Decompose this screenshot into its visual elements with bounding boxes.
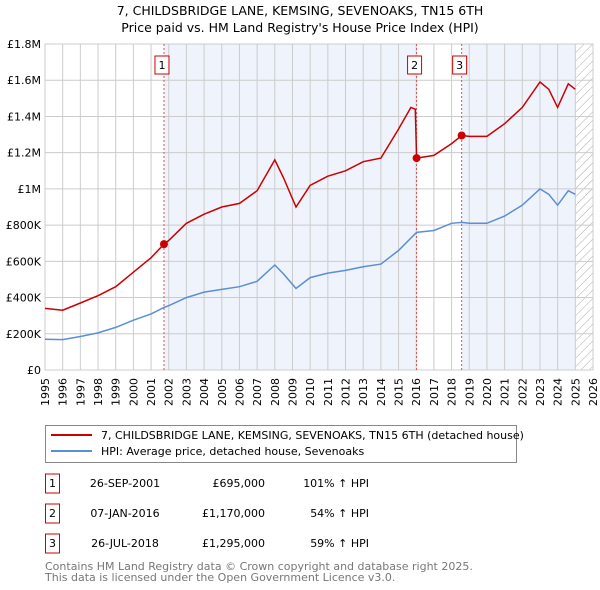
- x-tick-label: 2021: [499, 378, 512, 406]
- footer-line-2: This data is licensed under the Open Gov…: [44, 571, 395, 584]
- sale-date: 26-SEP-2001: [90, 477, 160, 490]
- x-tick-label: 2024: [552, 378, 565, 406]
- x-tick-label: 2007: [251, 378, 264, 406]
- sales-table: 1 26-SEP-2001 £695,000 101% ↑ HPI 2 07-JAN-20…: [45, 473, 369, 554]
- x-tick-label: 2001: [145, 378, 158, 406]
- forecast-hatch: [575, 44, 593, 370]
- x-tick-label: 2000: [127, 378, 140, 406]
- y-tick-label: £0: [27, 364, 41, 377]
- sale-number: 2: [49, 507, 56, 520]
- x-tick-label: 2023: [534, 378, 547, 406]
- x-tick-label: 2005: [216, 378, 229, 406]
- sale-number-box: [45, 503, 60, 524]
- sale-price: £1,295,000: [202, 537, 265, 550]
- plot-frame: [44, 43, 594, 371]
- y-tick-label: £1.2M: [7, 147, 41, 160]
- sale-label: 2: [411, 59, 418, 72]
- legend-label-hpi: HPI: Average price, detached house, Seve…: [101, 445, 364, 458]
- x-tick-label: 2026: [587, 378, 600, 406]
- sale-date: 26-JUL-2018: [91, 537, 159, 550]
- x-tick-label: 2022: [516, 378, 529, 406]
- x-tick-label: 2002: [163, 378, 176, 406]
- x-tick-label: 2015: [393, 378, 406, 406]
- x-tick-label: 2013: [357, 378, 370, 406]
- chart-subtitle: Price paid vs. HM Land Registry's House …: [121, 20, 478, 35]
- sale-label: 3: [456, 59, 463, 72]
- x-tick-label: 1997: [74, 378, 87, 406]
- chart-title: 7, CHILDSBRIDGE LANE, KEMSING, SEVENOAKS…: [117, 3, 484, 18]
- sale-number-box: [45, 533, 60, 554]
- shaded-period: [163, 44, 417, 370]
- sale-label: 1: [158, 59, 165, 72]
- x-tick-label: 2019: [463, 378, 476, 406]
- x-tick-label: 2009: [286, 378, 299, 406]
- x-tick-label: 2016: [410, 378, 423, 406]
- x-tick-label: 2011: [322, 378, 335, 406]
- sale-hpi-change: 54% ↑ HPI: [310, 507, 369, 520]
- x-tick-label: 1996: [57, 378, 70, 406]
- sale-hpi-change: 101% ↑ HPI: [303, 477, 369, 490]
- hpi-line: [44, 187, 576, 341]
- y-tick-label: £800K: [6, 219, 42, 232]
- x-tick-label: 2020: [481, 378, 494, 406]
- y-tick-label: £1.8M: [7, 38, 41, 51]
- x-tick-label: 1998: [92, 378, 105, 406]
- sale-number: 1: [49, 477, 56, 490]
- sale-label-box: [407, 55, 423, 75]
- x-tick-label: 2012: [340, 378, 353, 406]
- property-price-line: [44, 80, 576, 311]
- footer-line-1: Contains HM Land Registry data © Crown c…: [45, 560, 473, 573]
- x-tick-label: 2018: [446, 378, 459, 406]
- x-tick-label: 2004: [198, 378, 211, 406]
- sale-point: [457, 131, 466, 140]
- sale-number-box: [45, 473, 60, 494]
- x-tick-label: 2008: [269, 378, 282, 406]
- y-tick-label: £1.6M: [7, 74, 41, 87]
- y-tick-label: £1M: [18, 183, 42, 196]
- x-tick-label: 2017: [428, 378, 441, 406]
- x-tick-label: 2010: [304, 378, 317, 406]
- y-tick-label: £200K: [6, 328, 42, 341]
- sale-point: [159, 240, 168, 249]
- y-tick-label: £1.4M: [7, 110, 41, 123]
- sale-date: 07-JAN-2016: [90, 507, 159, 520]
- y-tick-label: £400K: [6, 292, 42, 305]
- sale-label-box: [154, 55, 170, 75]
- x-tick-label: 1999: [110, 378, 123, 406]
- sale-price: £695,000: [213, 477, 266, 490]
- sale-number: 3: [49, 537, 56, 550]
- x-tick-label: 2025: [569, 378, 582, 406]
- legend-label-property: 7, CHILDSBRIDGE LANE, KEMSING, SEVENOAKS…: [101, 429, 524, 442]
- sale-price: £1,170,000: [202, 507, 265, 520]
- sale-label-box: [452, 55, 468, 75]
- y-tick-label: £600K: [6, 255, 42, 268]
- legend: 7, CHILDSBRIDGE LANE, KEMSING, SEVENOAKS…: [45, 425, 524, 463]
- x-tick-label: 2014: [375, 378, 388, 406]
- x-tick-label: 2006: [233, 378, 246, 406]
- sale-point: [412, 154, 421, 163]
- sale-hpi-change: 59% ↑ HPI: [310, 537, 369, 550]
- x-tick-label: 1995: [39, 378, 52, 406]
- x-tick-label: 2003: [180, 378, 193, 406]
